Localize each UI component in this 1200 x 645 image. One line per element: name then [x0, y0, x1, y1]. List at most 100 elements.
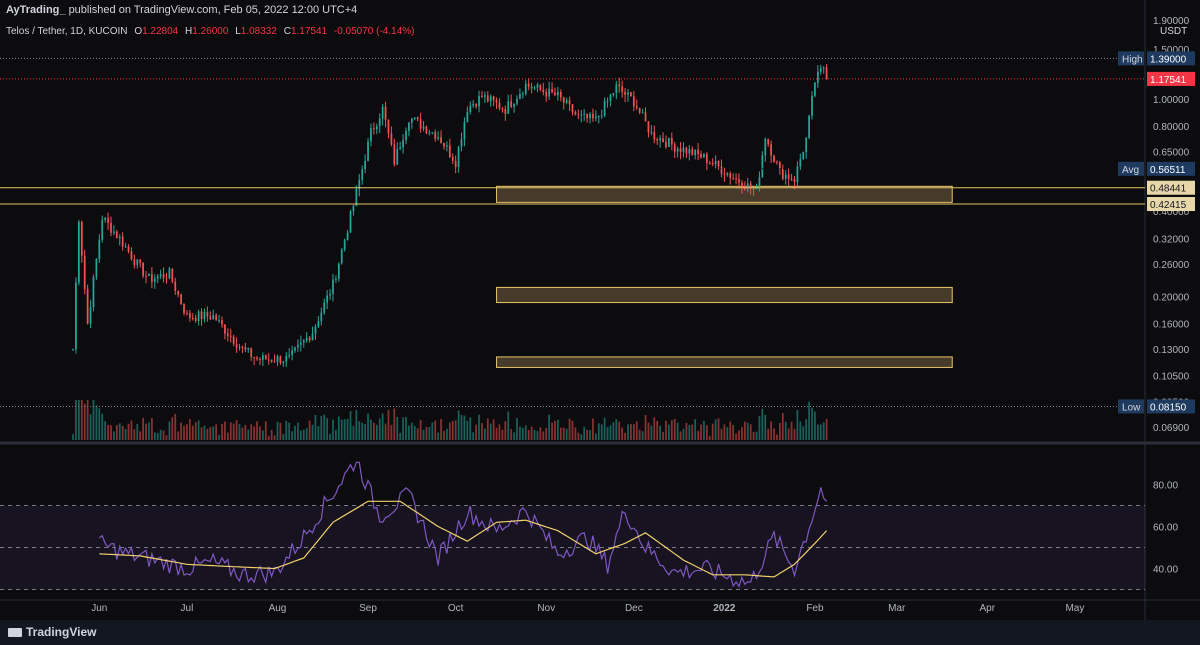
- candle-body: [145, 275, 147, 277]
- volume-bar: [609, 425, 612, 440]
- volume-bar: [714, 419, 717, 440]
- candle: [761, 151, 764, 178]
- volume-bar: [127, 423, 130, 440]
- candle-body: [761, 155, 764, 178]
- candle-body: [656, 139, 659, 141]
- candle: [253, 356, 255, 366]
- volume-bar: [83, 403, 86, 440]
- candle: [574, 110, 577, 116]
- volume-bar: [653, 417, 656, 440]
- candle-body: [627, 92, 629, 95]
- candle: [191, 313, 194, 321]
- candle: [606, 97, 609, 108]
- candle-body: [358, 180, 361, 190]
- volume-bar: [743, 421, 746, 440]
- candle-body: [577, 114, 580, 116]
- candle-body: [118, 236, 121, 239]
- volume-bar: [241, 427, 244, 440]
- volume-bar: [612, 422, 615, 440]
- volume-bar: [565, 428, 568, 440]
- candle: [814, 81, 816, 98]
- volume-bar: [799, 421, 802, 440]
- volume-bar: [168, 421, 171, 440]
- candle-body: [83, 255, 86, 289]
- volume-bar: [632, 424, 635, 440]
- candle-body: [349, 211, 352, 233]
- candle-body: [244, 347, 247, 350]
- rsi-line: [98, 461, 828, 588]
- volume-bar: [644, 415, 647, 440]
- candle: [492, 95, 495, 107]
- price-label-value: 0.48441: [1150, 184, 1187, 195]
- candle: [148, 272, 150, 277]
- candle-body: [650, 132, 653, 134]
- tradingview-logo[interactable]: TradingView: [8, 625, 96, 639]
- candle-body: [746, 183, 749, 190]
- candle-body: [507, 101, 510, 114]
- candle-body: [127, 246, 130, 252]
- candle-body: [691, 149, 694, 156]
- volume-bar: [355, 410, 358, 440]
- candle-body: [288, 355, 291, 357]
- candle: [80, 220, 83, 263]
- candle-body: [232, 336, 235, 344]
- volume-bar: [463, 415, 466, 440]
- volume-bar: [583, 426, 586, 440]
- candle-body: [110, 222, 112, 233]
- candle-body: [410, 118, 413, 123]
- candle-body: [136, 259, 139, 265]
- candle: [469, 101, 472, 115]
- candle-body: [779, 162, 781, 169]
- candle-body: [483, 95, 486, 97]
- candle: [171, 268, 174, 284]
- volume-bar: [466, 420, 469, 440]
- candle-body: [378, 118, 381, 127]
- volume-bar: [124, 428, 127, 440]
- chart-canvas[interactable]: 1.90000 1.50000 1.00000 0.80000 0.65000 0.400…: [0, 0, 1200, 620]
- candle: [448, 138, 451, 159]
- candle: [396, 142, 399, 166]
- candle-body: [408, 122, 410, 131]
- candle: [127, 244, 130, 254]
- candle: [539, 84, 542, 92]
- price-label-tag: High: [1122, 54, 1143, 65]
- volume-bar: [256, 421, 258, 440]
- candle-body: [329, 293, 331, 296]
- candle: [139, 259, 142, 268]
- volume-bar: [454, 420, 457, 440]
- volume-bar: [264, 421, 267, 440]
- candle-body: [621, 86, 624, 92]
- volume-bar: [708, 435, 711, 440]
- time-tick-label: Nov: [537, 603, 555, 614]
- candle-body: [153, 278, 156, 282]
- candle-body: [682, 147, 685, 152]
- volume-bar: [151, 418, 153, 440]
- candle-body: [732, 177, 735, 179]
- candle: [390, 126, 393, 147]
- candle-body: [565, 100, 568, 103]
- candle-body: [816, 71, 819, 83]
- candle: [95, 258, 98, 280]
- volume-bar: [188, 419, 191, 440]
- candle-body: [720, 166, 723, 174]
- volume-bar: [399, 432, 402, 440]
- volume-bar: [335, 429, 337, 440]
- volume-bar: [705, 425, 708, 440]
- candle-body: [592, 113, 594, 119]
- candle-body: [413, 117, 416, 119]
- volume-bar: [279, 422, 282, 440]
- candle: [472, 99, 475, 108]
- volume-bar: [183, 426, 185, 440]
- candle-body: [226, 333, 229, 336]
- candle: [694, 149, 697, 160]
- volume-bar: [758, 416, 761, 440]
- candle-body: [741, 182, 743, 188]
- candle: [413, 117, 416, 121]
- candle-body: [273, 361, 276, 363]
- volume-bar: [384, 423, 387, 440]
- volume-bar: [545, 427, 548, 440]
- volume-bar: [308, 420, 311, 440]
- candle-body: [139, 259, 142, 263]
- time-tick-label: Sep: [359, 603, 377, 614]
- candle-body: [446, 145, 448, 147]
